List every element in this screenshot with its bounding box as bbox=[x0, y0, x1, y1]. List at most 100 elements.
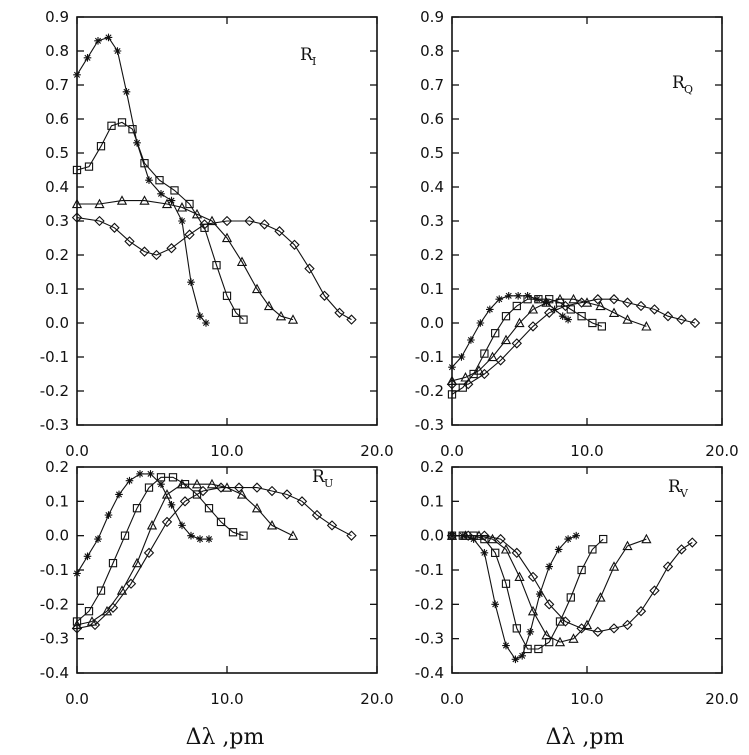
y-tick-label-r-u: -0.2 bbox=[40, 595, 69, 613]
marker-asterisk-r-u bbox=[167, 500, 176, 509]
series-line-square-r-i bbox=[76, 121, 244, 321]
marker-square-r-u bbox=[108, 558, 118, 568]
marker-square-r-v bbox=[566, 593, 575, 602]
marker-diamond-r-v bbox=[495, 533, 506, 545]
marker-diamond-r-i bbox=[94, 215, 105, 227]
x-tick-label-r-v: 10.0 bbox=[570, 690, 603, 708]
marker-diamond-r-q bbox=[592, 294, 603, 305]
y-tick-label-r-q: 0.5 bbox=[420, 144, 444, 162]
marker-diamond-r-v bbox=[662, 561, 674, 572]
marker-asterisk-r-v bbox=[535, 590, 544, 598]
marker-asterisk-r-v bbox=[502, 641, 510, 650]
marker-asterisk-r-v bbox=[491, 600, 499, 609]
marker-square-r-i bbox=[231, 308, 241, 317]
marker-diamond-r-u bbox=[233, 482, 245, 493]
marker-square-r-v bbox=[577, 565, 586, 575]
marker-square-r-v bbox=[512, 624, 521, 633]
marker-square-r-i bbox=[72, 165, 82, 175]
y-tick-label-r-i: 0.4 bbox=[45, 178, 69, 196]
marker-asterisk-r-q bbox=[564, 315, 572, 324]
marker-triangle-r-v bbox=[641, 533, 652, 544]
y-tick-label-r-u: 0.1 bbox=[45, 492, 69, 510]
marker-triangle-r-q bbox=[473, 365, 485, 375]
marker-diamond-r-u bbox=[89, 619, 101, 631]
marker-diamond-r-u bbox=[125, 578, 137, 589]
marker-asterisk-r-q bbox=[457, 353, 466, 361]
marker-triangle-r-u bbox=[266, 520, 278, 530]
marker-triangle-r-i bbox=[206, 215, 218, 226]
x-tick-label-r-i: 0.0 bbox=[65, 442, 89, 460]
marker-diamond-r-u bbox=[281, 489, 293, 500]
y-tick-label-r-q: 0.2 bbox=[420, 246, 444, 264]
marker-diamond-r-u bbox=[161, 516, 173, 528]
marker-diamond-r-u bbox=[107, 602, 119, 613]
marker-asterisk-r-q bbox=[504, 292, 513, 300]
marker-triangle-r-q bbox=[595, 300, 606, 311]
marker-square-r-i bbox=[185, 199, 194, 209]
marker-asterisk-r-u bbox=[146, 470, 155, 478]
marker-asterisk-r-v bbox=[511, 655, 520, 664]
y-tick-label-r-q: -0.2 bbox=[415, 382, 444, 400]
marker-square-r-q bbox=[512, 301, 521, 311]
marker-square-r-u bbox=[192, 490, 202, 499]
marker-diamond-r-q bbox=[560, 300, 571, 312]
marker-asterisk-r-q bbox=[467, 336, 475, 344]
marker-triangle-r-q bbox=[622, 314, 633, 324]
marker-square-r-v bbox=[523, 644, 532, 654]
marker-asterisk-r-i bbox=[187, 278, 195, 286]
marker-square-r-q bbox=[588, 318, 597, 328]
series-line-diamond-r-v bbox=[452, 535, 693, 633]
marker-triangle-r-v bbox=[541, 629, 552, 640]
marker-triangle-r-u bbox=[131, 557, 143, 568]
marker-triangle-r-i bbox=[287, 314, 299, 324]
marker-diamond-r-v bbox=[544, 599, 555, 610]
marker-triangle-r-v bbox=[500, 544, 512, 554]
marker-square-r-q bbox=[597, 322, 606, 331]
marker-square-r-v bbox=[501, 579, 511, 588]
marker-diamond-r-u bbox=[251, 482, 263, 493]
panel-label-r-u: R bbox=[312, 467, 326, 487]
marker-asterisk-r-i bbox=[104, 33, 113, 42]
panel-label-r-i: R bbox=[300, 45, 314, 65]
marker-asterisk-r-i bbox=[122, 88, 131, 96]
panel-r-q: -0.3 -0.2 -0.1 0.0 0.1 0.2 0.3 0.4 0.5 0.6 0.7 0.8 0… bbox=[415, 8, 739, 460]
marker-square-r-q bbox=[491, 329, 500, 338]
y-tick-label-r-q: 0.0 bbox=[420, 314, 444, 332]
panel-r-v: -0.4 -0.3 -0.2 -0.1 0.0 0.1 0.2 0.0 10.0 20.0 R V Δλ… bbox=[415, 458, 739, 750]
marker-square-r-i bbox=[155, 176, 164, 185]
y-tick-label-r-i: 0.2 bbox=[45, 246, 69, 264]
series-line-triangle-r-v bbox=[452, 535, 647, 643]
series-line-square-r-u bbox=[76, 476, 244, 622]
marker-diamond-r-v bbox=[463, 530, 474, 541]
plot-frame-r-u bbox=[76, 466, 378, 674]
marker-diamond-r-i bbox=[244, 215, 255, 227]
marker-square-r-u bbox=[144, 483, 154, 492]
marker-diamond-r-i bbox=[319, 290, 330, 301]
marker-diamond-r-q bbox=[544, 307, 555, 318]
marker-asterisk-r-i bbox=[202, 319, 210, 327]
marker-diamond-r-i bbox=[346, 314, 357, 325]
y-tick-label-r-i: 0.6 bbox=[45, 110, 69, 128]
marker-triangle-r-q bbox=[608, 307, 620, 317]
marker-square-r-u bbox=[156, 473, 166, 482]
marker-square-r-u bbox=[96, 586, 106, 595]
marker-diamond-r-v bbox=[592, 626, 603, 637]
marker-diamond-r-v bbox=[576, 623, 587, 634]
y-tick-label-r-i: -0.2 bbox=[40, 382, 69, 400]
marker-diamond-r-i bbox=[184, 229, 195, 240]
marker-asterisk-r-u bbox=[94, 535, 102, 543]
y-tick-label-r-i: 0.7 bbox=[45, 76, 69, 94]
marker-diamond-r-q bbox=[576, 297, 587, 308]
marker-square-r-i bbox=[128, 125, 137, 134]
marker-triangle-r-i bbox=[275, 310, 287, 321]
marker-diamond-r-v bbox=[560, 616, 571, 627]
marker-triangle-r-v bbox=[622, 540, 633, 551]
marker-square-r-q bbox=[523, 295, 532, 304]
marker-square-r-u bbox=[132, 504, 142, 513]
marker-triangle-r-v bbox=[487, 533, 498, 544]
marker-asterisk-r-u bbox=[178, 521, 186, 530]
marker-asterisk-r-q bbox=[550, 305, 559, 314]
marker-diamond-r-v bbox=[635, 606, 647, 617]
marker-asterisk-r-u bbox=[83, 552, 92, 561]
